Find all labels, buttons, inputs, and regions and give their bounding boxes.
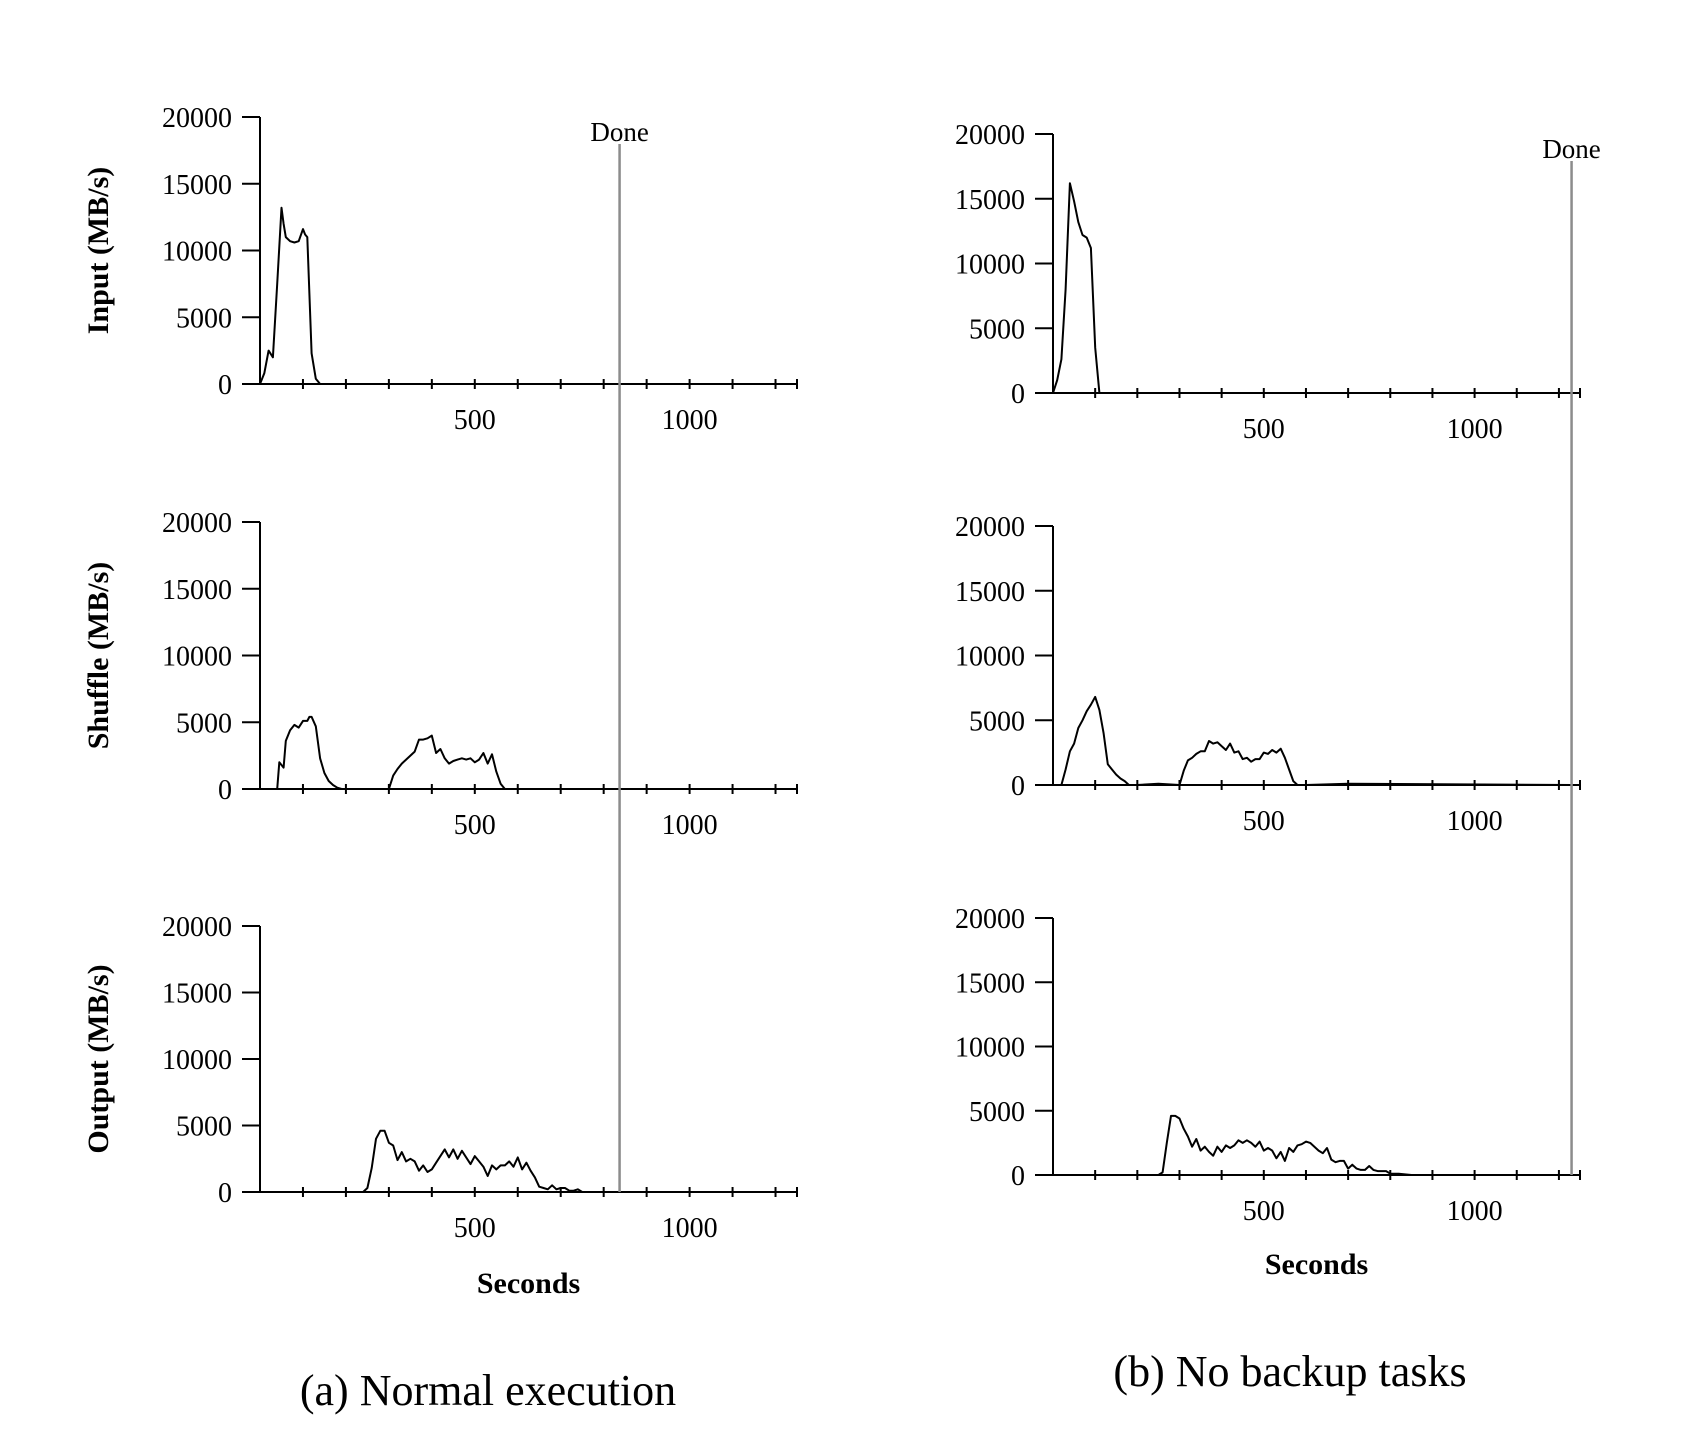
x-tick-label: 500 [454,1213,496,1244]
y-tick-label: 0 [218,1178,232,1209]
panel-input: 0 5000 10000 15000 20000 500 1000 [955,120,1581,445]
done-label: Done [590,117,648,147]
done-label: Done [1542,134,1600,164]
y-tick-label: 0 [218,370,232,401]
y-tick-label: 0 [218,775,232,806]
x-tick-label: 500 [1243,414,1285,445]
panel-shuffle: 0 5000 10000 15000 20000 500 1000 Shuffle (MB/s… [82,508,798,841]
y-tick-label: 20000 [955,512,1025,543]
x-axis-title: Seconds [1265,1248,1368,1281]
y-tick-label: 20000 [955,904,1025,935]
x-tick-label: 1000 [662,1213,718,1244]
panel-output: 0 5000 10000 15000 20000 500 1000 Output (MB/s) [82,912,798,1244]
series-line-output [1053,1114,1572,1176]
y-tick-label: 20000 [162,912,232,943]
y-axis-title: Shuffle (MB/s) [82,562,115,750]
x-tick-label: 1000 [1447,414,1503,445]
y-tick-label: 5000 [969,1097,1025,1128]
x-tick-label: 500 [1243,806,1285,837]
y-tick-label: 15000 [162,979,232,1010]
y-tick-label: 5000 [176,708,232,739]
series-line-shuffle [1053,695,1572,786]
x-tick-label: 1000 [662,405,718,436]
y-tick-label: 10000 [162,237,232,268]
x-tick-label: 1000 [662,810,718,841]
y-tick-label: 20000 [162,103,232,134]
y-tick-label: 10000 [162,1045,232,1076]
y-tick-label: 15000 [162,575,232,606]
series-line-input [1052,182,1572,394]
y-tick-label: 5000 [969,706,1025,737]
y-tick-label: 0 [1011,771,1025,802]
y-tick-label: 10000 [955,642,1025,673]
series-line-shuffle [260,715,620,790]
y-tick-label: 10000 [955,1033,1025,1064]
y-tick-label: 10000 [162,642,232,673]
x-tick-label: 500 [454,810,496,841]
y-tick-label: 20000 [955,120,1025,151]
x-tick-label: 500 [1243,1196,1285,1227]
caption-normal-execution: (a) Normal execution [300,1366,676,1415]
x-axis-title: Seconds [477,1267,580,1300]
y-axis-title: Output (MB/s) [82,964,115,1153]
y-axis-title: Input (MB/s) [82,167,115,335]
y-tick-label: 15000 [955,968,1025,999]
x-tick-label: 1000 [1447,1196,1503,1227]
caption-no-backup-tasks: (b) No backup tasks [1113,1347,1466,1396]
x-tick-label: 500 [454,405,496,436]
y-tick-label: 0 [1011,1161,1025,1192]
y-tick-label: 15000 [955,185,1025,216]
series-line-output [260,1129,620,1193]
x-tick-label: 1000 [1447,806,1503,837]
panel-shuffle: 0 5000 10000 15000 20000 500 1000 [955,512,1581,837]
y-tick-label: 0 [1011,379,1025,410]
y-tick-label: 20000 [162,508,232,539]
y-tick-label: 5000 [969,314,1025,345]
series-line-input [259,206,620,385]
y-tick-label: 10000 [955,250,1025,281]
y-tick-label: 5000 [176,1112,232,1143]
panel-input: 0 5000 10000 15000 20000 500 1000 Input (MB/s) [82,103,798,436]
y-tick-label: 5000 [176,303,232,334]
y-tick-label: 15000 [955,577,1025,608]
panel-output: 0 5000 10000 15000 20000 500 1000 [955,904,1581,1227]
y-tick-label: 15000 [162,170,232,201]
